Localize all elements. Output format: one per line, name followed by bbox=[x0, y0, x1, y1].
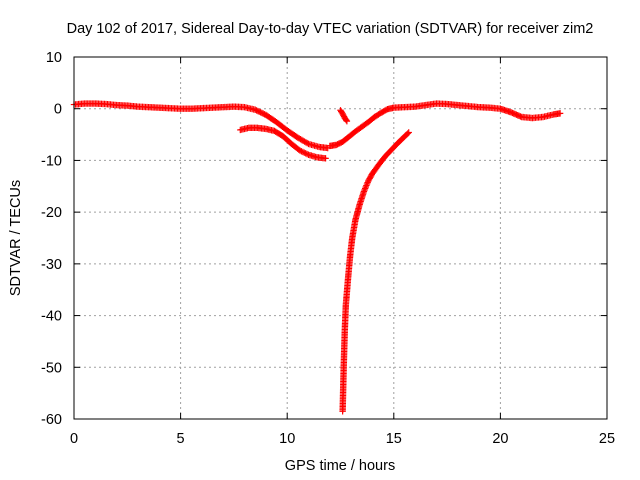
x-tick-label: 20 bbox=[492, 431, 508, 447]
data-point bbox=[363, 180, 371, 188]
y-tick-label: -20 bbox=[41, 205, 62, 221]
x-tick-label: 0 bbox=[70, 431, 78, 447]
data-point bbox=[361, 186, 368, 194]
data-point bbox=[405, 129, 412, 136]
y-tick-label: 10 bbox=[46, 50, 62, 66]
data-point bbox=[298, 148, 305, 155]
data-point bbox=[343, 117, 351, 125]
y-tick-label: -50 bbox=[41, 360, 62, 376]
y-tick-label: -60 bbox=[41, 412, 62, 428]
data-point bbox=[301, 149, 308, 156]
plot-frame bbox=[73, 56, 608, 420]
data-point bbox=[302, 150, 309, 157]
chart-title: Day 102 of 2017, Sidereal Day-to-day VTE… bbox=[67, 21, 594, 37]
data-point bbox=[342, 116, 350, 124]
data-point bbox=[322, 155, 329, 162]
series-fragment bbox=[337, 107, 351, 125]
data-point bbox=[363, 182, 370, 189]
y-tick-label: -10 bbox=[41, 153, 62, 169]
x-tick-label: 5 bbox=[177, 431, 185, 447]
data-point bbox=[556, 110, 564, 117]
data-point bbox=[339, 110, 346, 118]
data-point bbox=[361, 185, 369, 192]
axis-ticks bbox=[73, 56, 608, 420]
series-main bbox=[70, 100, 331, 152]
y-axis-label: SDTVAR / TECUs bbox=[8, 180, 24, 296]
x-tick-label: 15 bbox=[386, 431, 402, 447]
y-tick-label: -40 bbox=[41, 309, 62, 325]
y-tick-label: 0 bbox=[54, 102, 62, 118]
series-dip bbox=[339, 129, 412, 415]
x-tick-label: 25 bbox=[599, 431, 615, 447]
data-point bbox=[296, 147, 304, 154]
series-lower-arc bbox=[237, 124, 329, 162]
x-tick-label: 10 bbox=[279, 431, 295, 447]
data-point bbox=[364, 179, 371, 186]
data-series bbox=[70, 100, 564, 415]
tick-labels: 0 5 10 15 20 25 10 0 -10 -20 -30 -40 -50 -60 bbox=[41, 50, 615, 447]
data-point bbox=[299, 148, 307, 156]
y-tick-label: -30 bbox=[41, 257, 62, 273]
data-point bbox=[362, 183, 369, 191]
data-point bbox=[303, 150, 311, 158]
series-recovery bbox=[326, 100, 564, 150]
data-point bbox=[360, 188, 368, 195]
x-axis-label: GPS time / hours bbox=[285, 458, 395, 474]
data-point bbox=[303, 139, 311, 147]
data-point bbox=[404, 130, 411, 137]
data-point bbox=[340, 112, 347, 119]
